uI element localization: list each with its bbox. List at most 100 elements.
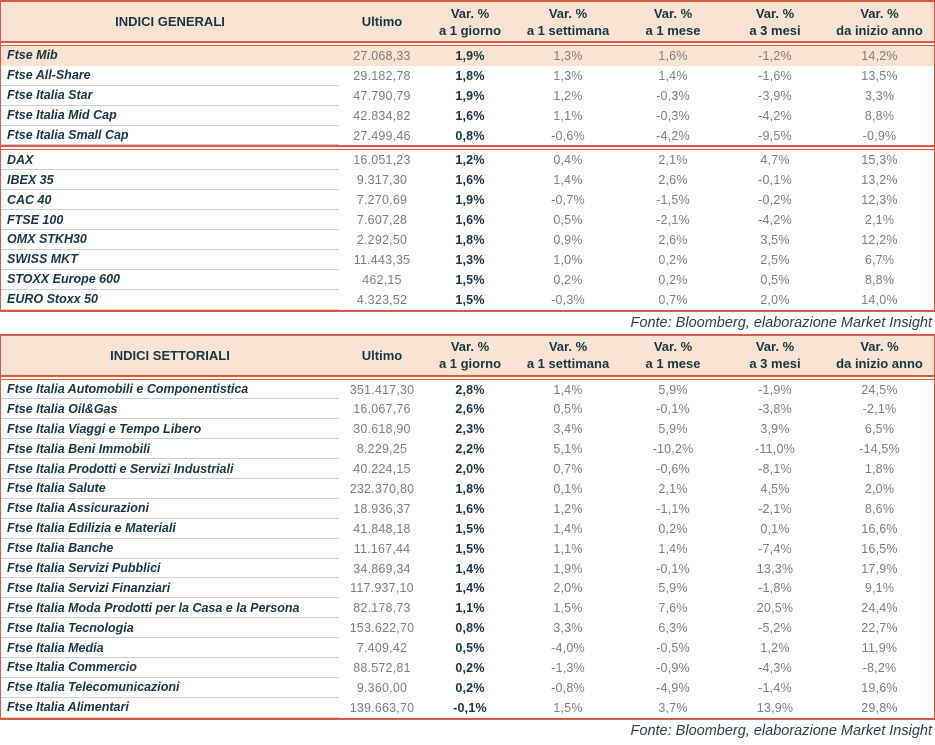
var-1d-value: 1,2% <box>455 153 485 168</box>
double-rule <box>1 374 934 380</box>
table-row: Ftse Italia Tecnologia 153.622,70 0,8% 3… <box>1 618 934 639</box>
ultimo-value: 7.607,28 <box>356 213 408 228</box>
var-1m-value: 0,7% <box>658 292 688 307</box>
index-name: Ftse Italia Servizi Finanziari <box>1 578 339 599</box>
var-label: Var. % <box>653 339 693 355</box>
table-row: Ftse Mib 27.068,33 1,9% 1,3% 1,6% -1,2% … <box>1 46 934 66</box>
table-row: IBEX 35 9.317,30 1,6% 1,4% 2,6% -0,1% 13… <box>1 170 934 191</box>
var-label: Var. % <box>653 5 693 21</box>
ultimo-value: 7.270,69 <box>356 193 408 208</box>
var-ytd-value: 12,3% <box>861 193 898 208</box>
var-1m-value: -1,5% <box>656 193 690 208</box>
var-1d-value: 1,4% <box>455 561 485 576</box>
var-3m-value: 3,5% <box>760 232 790 247</box>
index-name: SWISS MKT <box>1 250 339 270</box>
var-3m-value: 13,3% <box>756 561 794 576</box>
table-row: Ftse Italia Prodotti e Servizi Industria… <box>1 459 934 480</box>
italian-indices-group: Ftse Mib 27.068,33 1,9% 1,3% 1,6% -1,2% … <box>1 46 934 146</box>
var-1w-value: 1,4% <box>553 382 583 397</box>
column-header-var: Var. % a 1 mese <box>621 336 725 375</box>
var-1m-value: 7,6% <box>658 601 688 616</box>
var-ytd-value: 6,5% <box>864 422 895 437</box>
ultimo-value: 11.443,35 <box>353 252 411 267</box>
var-1w-value: 1,2% <box>553 501 583 516</box>
var-1d-value: 1,3% <box>455 252 485 267</box>
table-row: Ftse Italia Viaggi e Tempo Libero 30.618… <box>1 419 934 440</box>
var-ytd-value: -8,2% <box>862 660 897 675</box>
ultimo-value: 232.370,80 <box>349 481 415 496</box>
index-name: Ftse Italia Media <box>1 638 339 659</box>
var-1m-value: -1,1% <box>656 501 690 516</box>
var-1w-value: -0,7% <box>551 193 585 208</box>
table-row: Ftse Italia Telecomunicazioni 9.360,00 0… <box>1 678 934 698</box>
table-title: INDICI GENERALI <box>115 14 225 29</box>
table-row: SWISS MKT 11.443,35 1,3% 1,0% 0,2% 2,5% … <box>1 250 934 270</box>
table-header: INDICI SETTORIALI Ultimo Var. % a 1 gior… <box>1 333 934 375</box>
table-row: OMX STKH30 2.292,50 1,8% 0,9% 2,6% 3,5% … <box>1 230 934 250</box>
table-row: CAC 40 7.270,69 1,9% -0,7% -1,5% -0,2% 1… <box>1 190 934 211</box>
var-ytd-value: 2,1% <box>864 213 895 228</box>
index-name: Ftse Italia Oil&Gas <box>1 399 339 420</box>
var-1d-value: 1,9% <box>455 48 485 63</box>
var-1d-value: 2,2% <box>455 442 485 457</box>
table-row: Ftse Italia Oil&Gas 16.067,76 2,6% 0,5% … <box>1 399 934 420</box>
var-1m-value: 0,2% <box>658 521 688 536</box>
var-ytd-value: 22,7% <box>861 621 898 636</box>
ultimo-value: 42.834,82 <box>353 108 411 123</box>
var-1d-value: 2,6% <box>455 402 485 417</box>
ultimo-value: 4.323,52 <box>356 292 408 307</box>
var-3m-value: -4,2% <box>758 213 792 228</box>
table-row: Ftse Italia Alimentari 139.663,70 -0,1% … <box>1 698 934 718</box>
ultimo-value: 30.618,90 <box>353 422 411 437</box>
index-name: EURO Stoxx 50 <box>1 290 339 310</box>
var-1m-value: -0,1% <box>656 402 690 417</box>
var-period-label: a 1 mese <box>645 356 701 372</box>
var-3m-value: 3,9% <box>760 422 790 437</box>
var-1m-value: 1,6% <box>658 48 688 63</box>
column-header-var: Var. % a 1 giorno <box>425 2 515 41</box>
table-row: Ftse Italia Commercio 88.572,81 0,2% -1,… <box>1 658 934 678</box>
var-1d-value: 0,8% <box>455 128 485 143</box>
ultimo-value: 2.292,50 <box>356 232 408 247</box>
var-1m-value: 6,3% <box>658 621 688 636</box>
index-name: Ftse Italia Automobili e Componentistica <box>1 380 339 400</box>
ultimo-value: 27.068,33 <box>353 48 411 63</box>
index-name: IBEX 35 <box>1 170 339 191</box>
european-indices-group: DAX 16.051,23 1,2% 0,4% 2,1% 4,7% 15,3% … <box>1 150 934 312</box>
var-3m-value: -11,0% <box>755 442 795 457</box>
var-label: Var. % <box>450 5 490 21</box>
var-1w-value: 0,1% <box>553 481 583 496</box>
table-row: Ftse Italia Banche 11.167,44 1,5% 1,1% 1… <box>1 539 934 559</box>
var-1d-value: 1,5% <box>455 292 485 307</box>
indici-settoriali-table: INDICI SETTORIALI Ultimo Var. % a 1 gior… <box>0 333 935 720</box>
var-ytd-value: -14,5% <box>859 442 900 457</box>
var-period-label: a 1 settimana <box>526 22 610 38</box>
var-1m-value: 5,9% <box>658 422 688 437</box>
var-1m-value: -4,9% <box>656 680 690 695</box>
var-1d-value: 1,5% <box>455 521 485 536</box>
var-1m-value: -0,5% <box>656 641 690 656</box>
var-1d-value: 1,1% <box>455 601 485 616</box>
ultimo-value: 9.317,30 <box>356 173 408 188</box>
ultimo-value: 18.936,37 <box>353 501 411 516</box>
var-ytd-value: 3,3% <box>864 88 895 103</box>
index-name: Ftse Mib <box>7 48 58 63</box>
var-3m-value: 2,0% <box>760 292 790 307</box>
var-1m-value: 0,2% <box>658 272 688 287</box>
var-ytd-value: 2,0% <box>864 481 895 496</box>
ultimo-value: 47.790,79 <box>353 88 411 103</box>
var-1d-value: -0,1% <box>453 700 487 715</box>
var-3m-value: -3,9% <box>758 88 792 103</box>
column-header-var: Var. % a 3 mesi <box>725 336 825 375</box>
var-ytd-value: 16,5% <box>861 541 898 556</box>
ultimo-value: 29.182,78 <box>353 68 411 83</box>
table-row: FTSE 100 7.607,28 1,6% 0,5% -2,1% -4,2% … <box>1 210 934 231</box>
var-period-label: a 1 giorno <box>438 22 502 38</box>
index-name: Ftse Italia Banche <box>1 539 339 559</box>
indici-generali-table: INDICI GENERALI Ultimo Var. % a 1 giorno… <box>0 0 935 312</box>
var-label: Var. % <box>450 339 490 355</box>
ultimo-value: 139.663,70 <box>349 700 415 715</box>
index-name: Ftse Italia Viaggi e Tempo Libero <box>1 419 339 440</box>
index-name: Ftse Italia Beni Immobili <box>1 439 339 460</box>
var-ytd-value: 8,8% <box>864 272 895 287</box>
